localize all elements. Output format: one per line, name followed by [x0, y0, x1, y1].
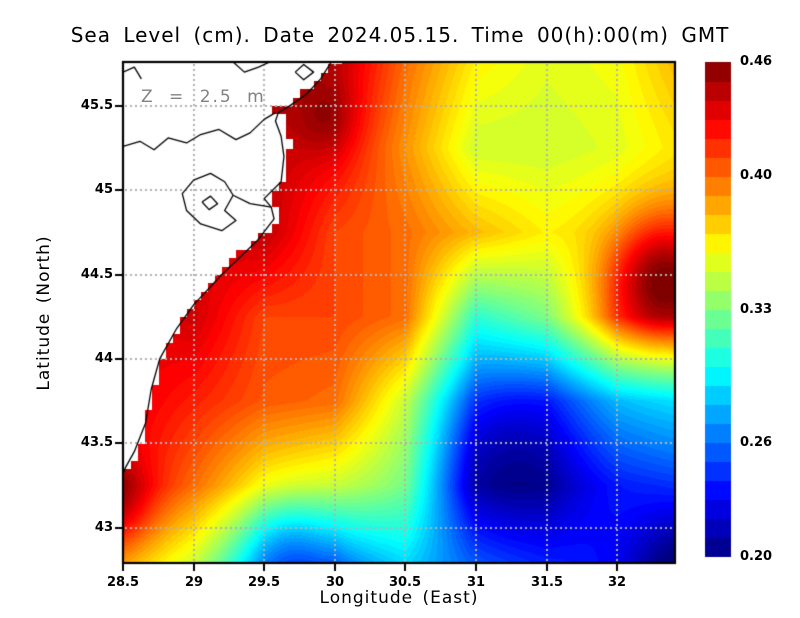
colorbar-tick-label: 0.40 [740, 168, 773, 183]
x-axis-label: Longitude (East) [319, 588, 479, 608]
colorbar-tick-label: 0.26 [740, 435, 773, 450]
colorbar-tick-label: 0.33 [740, 302, 773, 317]
y-tick-label: 43 [94, 520, 113, 535]
y-tick-label: 45 [94, 182, 113, 197]
x-tick-label: 29 [184, 575, 204, 590]
y-axis-label: Latitude (North) [34, 235, 54, 391]
y-tick-label: 44.5 [80, 267, 113, 282]
x-tick-label: 28.5 [106, 575, 140, 590]
x-tick-label: 30.5 [388, 575, 422, 590]
x-tick-label: 31.5 [530, 575, 564, 590]
x-tick-label: 31 [466, 575, 486, 590]
y-tick-label: 43.5 [80, 435, 113, 450]
colorbar-tick-label: 0.20 [740, 549, 773, 564]
depth-annotation: Z = 2.5 m [141, 87, 266, 107]
y-tick-label: 44 [94, 351, 113, 366]
x-tick-label: 29.5 [247, 575, 281, 590]
y-tick-label: 45.5 [80, 98, 113, 113]
colorbar-tick-label: 0.46 [740, 54, 773, 69]
x-tick-label: 30 [325, 575, 345, 590]
x-tick-label: 32 [607, 575, 627, 590]
